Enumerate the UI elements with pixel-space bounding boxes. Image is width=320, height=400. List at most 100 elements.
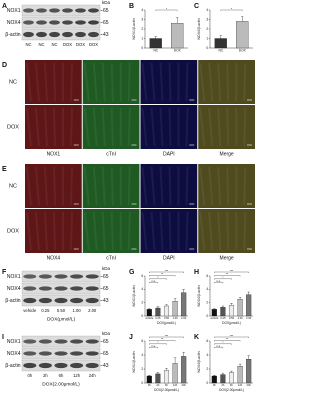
- tissue-texture: [127, 62, 131, 102]
- tissue-texture: [44, 166, 48, 206]
- x-tick-label: 0.50: [164, 316, 170, 320]
- y-tick-label: 6: [206, 339, 208, 343]
- tissue-texture: [26, 166, 32, 206]
- significance-label: *: [157, 276, 159, 280]
- weight-label: 65: [103, 339, 109, 345]
- significance-label: *: [157, 341, 159, 345]
- tissue-texture: [199, 211, 206, 251]
- micrograph: [140, 164, 198, 208]
- y-tick-label: 2: [206, 367, 208, 371]
- bar: [246, 294, 252, 317]
- significance-bracket: [149, 343, 167, 345]
- lane-label: 0.50: [57, 308, 66, 313]
- tissue-texture: [141, 107, 148, 147]
- micrograph: [198, 209, 255, 253]
- tissue-texture: [92, 166, 98, 206]
- tissue-texture: [243, 107, 247, 147]
- tissue-texture: [243, 62, 247, 102]
- blot-band: [85, 339, 99, 344]
- panel-letter: E: [2, 166, 7, 173]
- panel-letter: A: [2, 3, 7, 10]
- bar: [146, 309, 152, 317]
- y-tick-label: 6: [141, 274, 143, 278]
- blot-band: [38, 351, 52, 356]
- bar: [171, 23, 184, 49]
- row-label: DOX: [7, 228, 19, 234]
- panel-letter: C: [194, 3, 199, 10]
- tissue-texture: [199, 107, 206, 147]
- blot-row-label: β-actin: [5, 298, 20, 304]
- significance-label: n.s.: [216, 344, 221, 348]
- bar: [220, 307, 226, 317]
- blot-band: [85, 297, 99, 304]
- tissue-texture: [26, 62, 32, 102]
- significance-label: *: [222, 341, 224, 345]
- blot-band: [75, 31, 86, 38]
- y-axis-label: NOX4/β-actin: [197, 285, 201, 306]
- lane-label: 2h: [43, 373, 48, 378]
- blot-band: [70, 351, 84, 356]
- micrograph: [140, 209, 198, 253]
- tissue-texture: [101, 166, 106, 206]
- panel-letter: B: [129, 3, 134, 10]
- tissue-texture: [150, 211, 156, 251]
- column-label: cTnI: [106, 255, 116, 261]
- blot-row-label: NOX1: [7, 339, 21, 345]
- significance-bracket: [214, 271, 249, 273]
- weight-label: 65: [103, 351, 109, 357]
- bar: [172, 363, 178, 384]
- tissue-texture: [141, 211, 148, 251]
- blot-band: [38, 297, 52, 304]
- blot-row-label: NOX4: [7, 351, 21, 357]
- bar: [228, 305, 235, 317]
- significance-bracket: [149, 282, 159, 284]
- micrograph: [82, 60, 140, 104]
- tissue-texture: [217, 107, 222, 147]
- column-label: cTnI: [106, 151, 116, 157]
- tissue-texture: [159, 211, 164, 251]
- panel-letter: H: [194, 269, 199, 276]
- blot-band: [38, 286, 52, 291]
- x-tick-label: 2h: [221, 383, 224, 387]
- panel-letter: D: [2, 62, 7, 69]
- micrograph: [140, 60, 198, 104]
- lane-label: NC: [25, 42, 31, 47]
- y-tick-label: 0: [141, 314, 143, 318]
- y-tick-label: 0: [206, 381, 208, 385]
- x-tick-label: DOX: [239, 48, 247, 52]
- page: { "blots": [ {"label": "A", "rows": ["NO…: [2, 0, 255, 392]
- lane-label: DOX: [76, 42, 85, 47]
- column-label: DAPI: [163, 151, 175, 157]
- significance-bracket: [214, 282, 224, 284]
- tissue-texture: [168, 107, 172, 147]
- tissue-texture: [110, 62, 114, 102]
- tissue-texture: [168, 62, 172, 102]
- y-tick-label: 2: [206, 27, 208, 31]
- tissue-texture: [150, 166, 156, 206]
- significance-bracket: [214, 340, 241, 342]
- tissue-texture: [159, 107, 164, 147]
- tissue-texture: [141, 62, 148, 102]
- blot-band: [88, 20, 99, 25]
- blot-band: [38, 274, 52, 279]
- blot-band: [75, 8, 86, 13]
- tissue-texture: [83, 166, 90, 206]
- significance-label: *: [231, 7, 233, 11]
- tissue-texture: [217, 211, 222, 251]
- blot-band: [88, 31, 99, 38]
- significance-bracket: [149, 347, 159, 349]
- tissue-texture: [92, 62, 98, 102]
- x-tick-label: 0.50: [229, 316, 235, 320]
- blot-band: [23, 351, 37, 356]
- column-label: DAPI: [163, 255, 175, 261]
- blot-band: [23, 362, 37, 369]
- y-axis-label: NOX1/β-actin: [132, 285, 136, 306]
- tissue-texture: [150, 62, 156, 102]
- lane-label: 6h: [59, 373, 64, 378]
- blot-band: [38, 362, 52, 369]
- tissue-texture: [168, 211, 172, 251]
- blot-band: [54, 362, 68, 369]
- column-label: Merge: [220, 255, 234, 261]
- x-axis-label: DOX(2.00μmol/L): [219, 388, 244, 392]
- y-axis-label: NOX1/β-actin: [132, 351, 136, 372]
